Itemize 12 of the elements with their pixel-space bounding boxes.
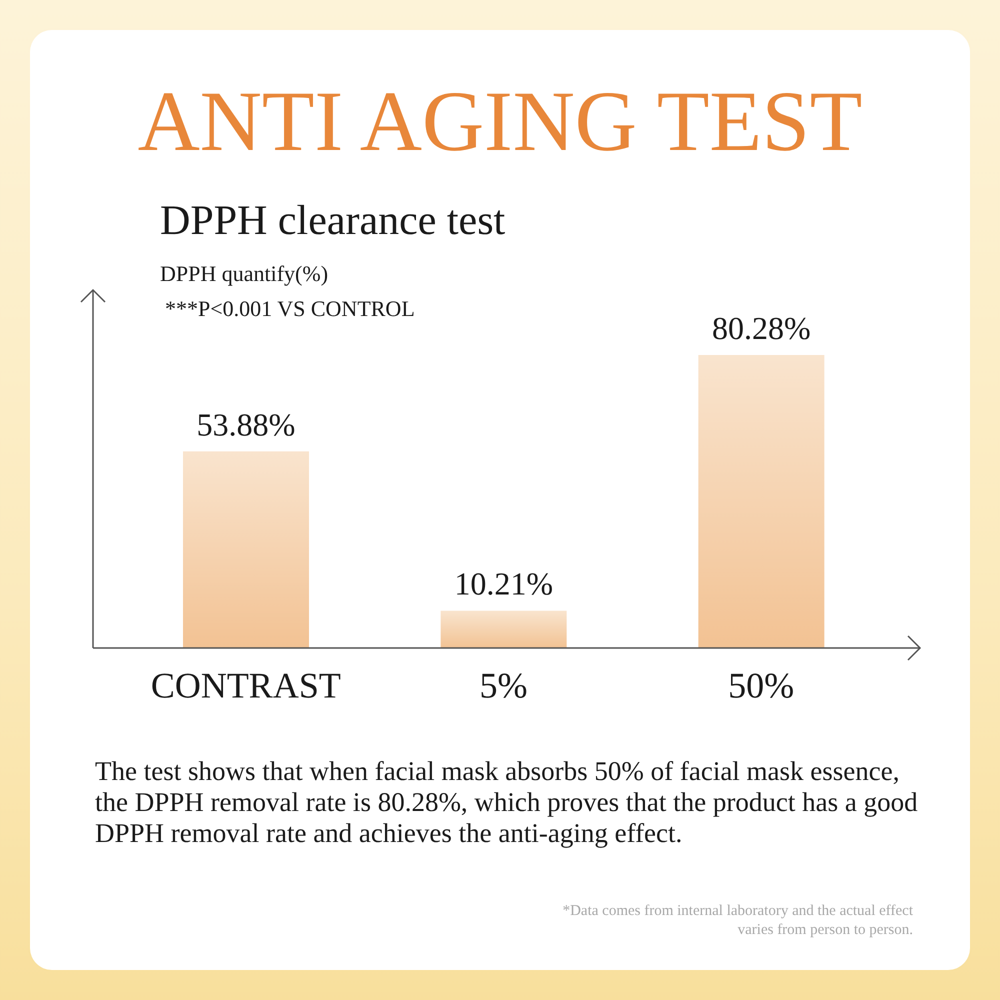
y-axis-title: DPPH quantify(%) <box>160 261 328 286</box>
chart-subtitle: DPPH clearance test <box>160 198 506 244</box>
data-label: 80.28% <box>712 310 811 346</box>
chart-title: ANTI AGING TEST <box>136 73 864 169</box>
text: The test shows that when facial mask absorbs 50% of facial mask essence, the DPPH removal rate is 80.28%, which proves that the product has a good DPPH removal rate and achieves the anti-aging effect. <box>95 756 919 849</box>
x-tick-label: CONTRAST <box>150 666 341 706</box>
data-label: 53.88% <box>196 406 296 442</box>
x-tick-label: 5% <box>480 666 528 706</box>
x-tick-label: 50% <box>728 666 794 706</box>
data-label: 10.21% <box>454 566 553 602</box>
text: *Data comes from internal laboratory and the actual effect varies from person to person. <box>562 902 913 940</box>
text: ***P<0.001 VS CONTROL <box>165 296 415 321</box>
